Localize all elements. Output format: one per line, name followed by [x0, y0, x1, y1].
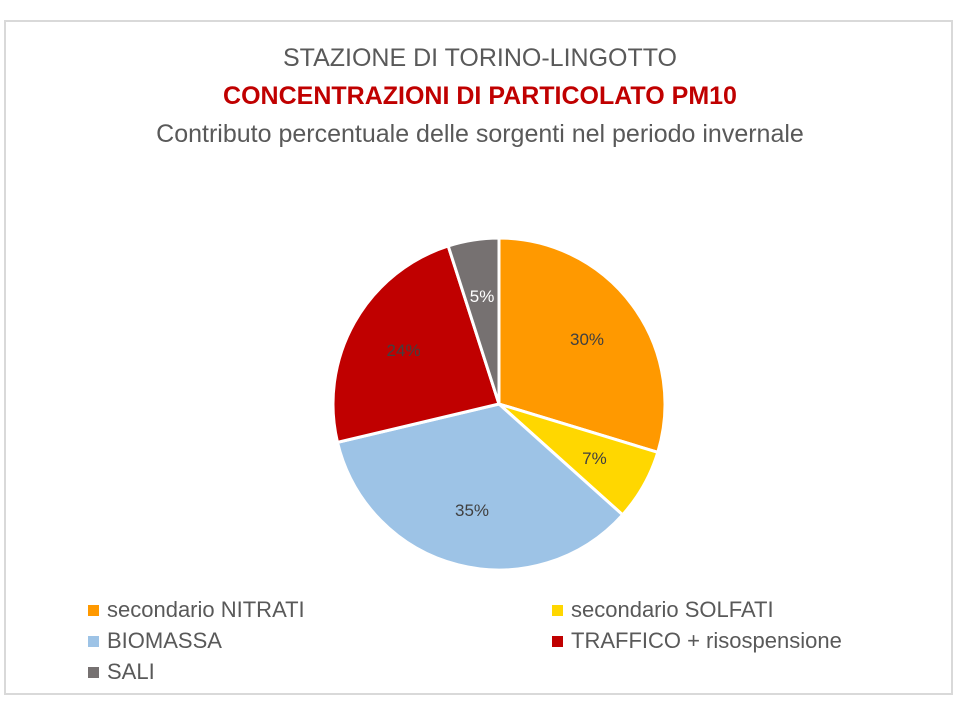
legend-label: secondario NITRATI: [107, 597, 305, 622]
pie-slice-2: [335, 402, 625, 572]
legend-swatch: [552, 604, 563, 616]
data-label-0: 30%: [570, 330, 604, 349]
legend-label: BIOMASSA: [107, 628, 222, 653]
legend-swatch: [88, 666, 99, 678]
legend-swatch: [552, 635, 563, 647]
legend-label: TRAFFICO + risospensione: [571, 628, 842, 653]
legend-item-4: SALI: [88, 659, 155, 685]
legend-item-0: secondario NITRATI: [88, 597, 305, 623]
chart-frame: [4, 20, 953, 695]
pie-slice-4: [446, 236, 501, 405]
legend-item-3: TRAFFICO + risospensione: [552, 628, 842, 654]
legend-label: secondario SOLFATI: [571, 597, 774, 622]
legend-swatch: [88, 604, 99, 616]
pie-slice-3: [331, 244, 501, 445]
legend-item-1: secondario SOLFATI: [552, 597, 774, 623]
chart-subtitle: CONCENTRAZIONI DI PARTICOLATO PM10: [223, 82, 737, 110]
pie-slice-0: [497, 236, 667, 455]
data-label-1: 7%: [582, 449, 607, 468]
data-label-3: 24%: [387, 341, 421, 360]
data-label-4: 5%: [470, 287, 495, 306]
legend-item-2: BIOMASSA: [88, 628, 222, 654]
chart-title: STAZIONE DI TORINO-LINGOTTO: [282, 44, 678, 72]
data-label-2: 35%: [455, 501, 489, 520]
legend-swatch: [88, 635, 99, 647]
legend-label: SALI: [107, 659, 155, 684]
chart-subtitle-2: Contributo percentuale delle sorgenti ne…: [156, 120, 804, 148]
